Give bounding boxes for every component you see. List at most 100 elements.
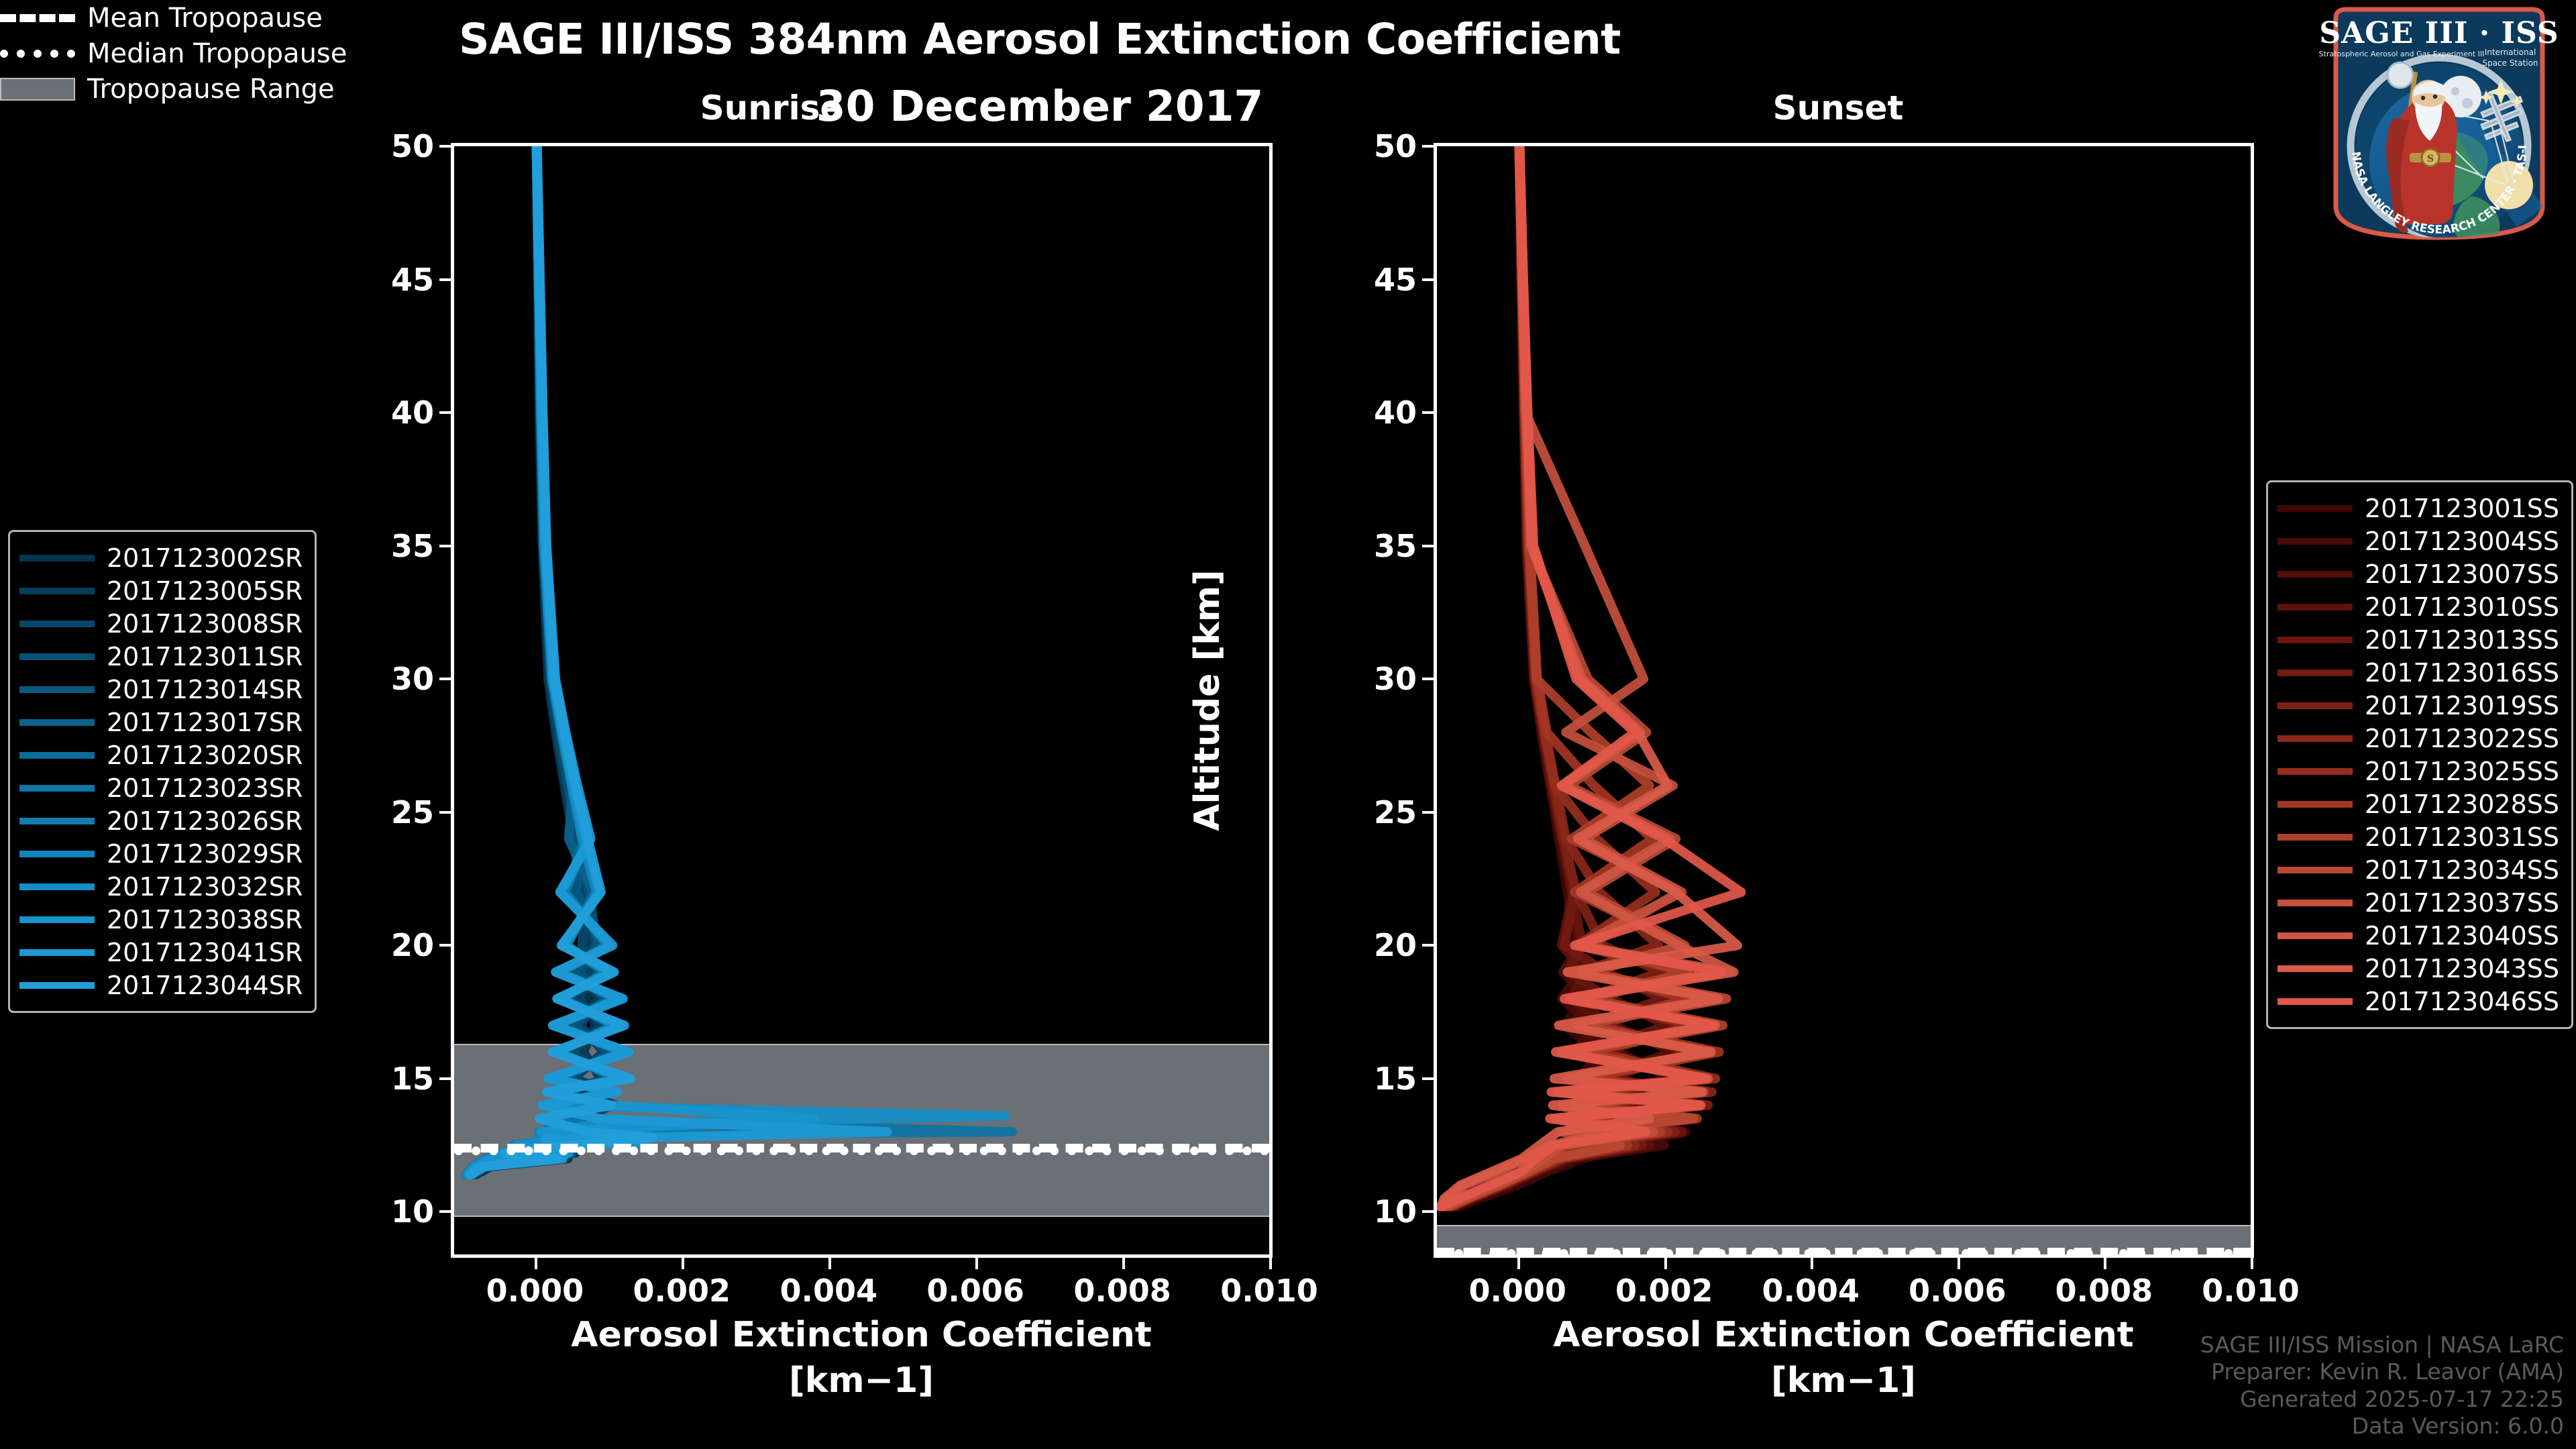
y-axis-tick-label: 10 [390, 1193, 434, 1230]
x-axis-tick-mark [535, 1258, 538, 1269]
x-axis-tick-mark [682, 1258, 685, 1269]
sunset-legend-color-swatch [2277, 570, 2353, 578]
sunset-legend-item[interactable]: 2017123037SS [2277, 886, 2559, 919]
sunset-legend-color-swatch [2277, 636, 2353, 643]
sunset-plot-area [1434, 143, 2254, 1258]
sunset-legend-label: 2017123022SS [2365, 723, 2560, 753]
sunset-legend-item[interactable]: 2017123004SS [2277, 525, 2559, 557]
sunrise-legend-item[interactable]: 2017123014SR [19, 673, 303, 706]
sunset-x-axis-title: Aerosol Extinction Coefficient [km−1] [1441, 1315, 2246, 1401]
sunset-legend-label: 2017123046SS [2365, 986, 2560, 1016]
sunrise-x-axis-title: Aerosol Extinction Coefficient [km−1] [459, 1315, 1264, 1401]
sunrise-x-axis-label: Aerosol Extinction Coefficient [571, 1315, 1152, 1355]
patch-subtitle-right-1: International [2485, 48, 2536, 57]
sunrise-legend-item[interactable]: 2017123032SR [19, 870, 303, 903]
sunset-legend-item[interactable]: 2017123016SS [2277, 656, 2559, 689]
sunrise-legend-item[interactable]: 2017123038SR [19, 903, 303, 936]
sunset-legend-color-swatch [2277, 537, 2353, 545]
sunrise-legend-item[interactable]: 2017123005SR [19, 574, 303, 607]
extinction-profile-traces [1437, 146, 1746, 1212]
sage-figure-icon: S [2386, 61, 2457, 233]
sunrise-plot-area [451, 143, 1273, 1258]
credit-data-version: Data Version: 6.0.0 [2351, 1412, 2564, 1439]
sunrise-legend-label: 2017123026SR [107, 806, 303, 836]
sunset-legend-item[interactable]: 2017123001SS [2277, 492, 2559, 525]
sunset-legend-item[interactable]: 2017123028SS [2277, 788, 2559, 820]
extinction-profile-traces [461, 146, 1017, 1179]
sun-icon [2485, 161, 2533, 209]
sunrise-legend-item[interactable]: 2017123011SR [19, 640, 303, 673]
sunset-legend-item[interactable]: 2017123025SS [2277, 755, 2559, 788]
sunrise-legend[interactable]: 2017123002SR 2017123005SR 2017123008SR 2017… [8, 530, 317, 1013]
tropopause-legend-label: Mean Tropopause [87, 2, 323, 34]
sunset-legend-item[interactable]: 2017123007SS [2277, 557, 2559, 590]
sunrise-legend-item[interactable]: 2017123020SR [19, 739, 303, 771]
sunset-legend-item[interactable]: 2017123034SS [2277, 853, 2559, 886]
x-axis-tick-mark [2104, 1258, 2107, 1269]
sunrise-legend-item[interactable]: 2017123017SR [19, 706, 303, 739]
sunrise-legend-item[interactable]: 2017123044SR [19, 969, 303, 1002]
sunset-x-axis-label: Aerosol Extinction Coefficient [1553, 1315, 2134, 1355]
y-axis-tick-mark [439, 944, 451, 947]
y-axis-tick-label: 40 [1373, 394, 1417, 431]
y-axis-tick-label: 35 [1373, 527, 1417, 564]
sunset-legend[interactable]: 2017123001SS 2017123004SS 2017123007SS 2017… [2266, 480, 2574, 1029]
y-axis-tick-label: 30 [390, 661, 434, 698]
sunset-legend-item[interactable]: 2017123043SS [2277, 952, 2559, 985]
sunset-legend-item[interactable]: 2017123019SS [2277, 689, 2559, 722]
sunrise-legend-color-swatch [19, 718, 95, 726]
y-axis-tick-mark [439, 678, 451, 681]
y-axis-tick-mark [1422, 544, 1434, 547]
sunset-legend-item[interactable]: 2017123010SS [2277, 590, 2559, 623]
x-axis-tick-mark [1811, 1258, 1814, 1269]
sunrise-legend-color-swatch [19, 981, 95, 989]
sunrise-legend-item[interactable]: 2017123029SR [19, 837, 303, 870]
y-axis-tick-mark [439, 411, 451, 415]
sunset-legend-label: 2017123007SS [2365, 559, 2560, 589]
y-axis-tick-mark [1422, 944, 1434, 947]
sunset-legend-item[interactable]: 2017123046SS [2277, 985, 2559, 1018]
sunrise-legend-label: 2017123020SR [107, 740, 303, 770]
sunset-legend-label: 2017123019SS [2365, 690, 2560, 720]
sunrise-legend-item[interactable]: 2017123002SR [19, 541, 303, 574]
x-axis-tick-label: 0.000 [486, 1273, 584, 1309]
sunset-legend-item[interactable]: 2017123031SS [2277, 820, 2559, 853]
star-decorations [2479, 79, 2524, 108]
y-axis-tick-label: 25 [390, 794, 434, 830]
sunset-legend-label: 2017123001SS [2365, 493, 2560, 523]
y-axis-tick-label: 20 [1373, 927, 1417, 964]
sunset-legend-color-swatch [2277, 669, 2353, 676]
x-axis-tick-label: 0.002 [1615, 1273, 1713, 1309]
sunset-legend-label: 2017123013SS [2365, 625, 2560, 655]
y-axis-tick-label: 15 [1373, 1060, 1417, 1097]
patch-title: SAGE III · ISS [2319, 16, 2559, 50]
sunrise-legend-label: 2017123038SR [107, 904, 303, 934]
sunrise-legend-color-swatch [19, 949, 95, 956]
sunrise-legend-label: 2017123008SR [107, 608, 303, 639]
sunset-legend-item[interactable]: 2017123022SS [2277, 722, 2559, 755]
sunset-legend-item[interactable]: 2017123013SS [2277, 623, 2559, 656]
y-axis-tick-mark [1422, 810, 1434, 814]
sunset-legend-label: 2017123043SS [2365, 953, 2560, 983]
sunset-legend-label: 2017123034SS [2365, 855, 2560, 885]
sunset-legend-color-swatch [2277, 504, 2353, 512]
sunrise-legend-label: 2017123017SR [107, 707, 303, 737]
sunset-legend-item[interactable]: 2017123040SS [2277, 919, 2559, 952]
sunrise-legend-item[interactable]: 2017123008SR [19, 607, 303, 640]
sunrise-legend-item[interactable]: 2017123023SR [19, 771, 303, 804]
sunset-legend-label: 2017123010SS [2365, 592, 2560, 622]
sunset-legend-label: 2017123040SS [2365, 920, 2560, 951]
sunrise-legend-color-swatch [19, 554, 95, 561]
sunrise-legend-item[interactable]: 2017123041SR [19, 936, 303, 969]
tropopause-legend-item: Mean Tropopause [0, 0, 2576, 36]
moon-crater [2451, 87, 2459, 95]
sunset-legend-color-swatch [2277, 800, 2353, 808]
profile-trace [1437, 146, 1746, 1212]
sunset-legend-color-swatch [2277, 833, 2353, 841]
sage-iii-iss-mission-patch-logo: S SAGE III · ISS Stratospheric Aerosol a… [2316, 5, 2559, 240]
sunset-legend-color-swatch [2277, 998, 2353, 1005]
y-axis-tick-mark [1422, 1077, 1434, 1080]
sunrise-legend-item[interactable]: 2017123026SR [19, 804, 303, 837]
y-axis-tick-label: 15 [390, 1060, 434, 1097]
x-axis-tick-mark [2251, 1258, 2253, 1269]
